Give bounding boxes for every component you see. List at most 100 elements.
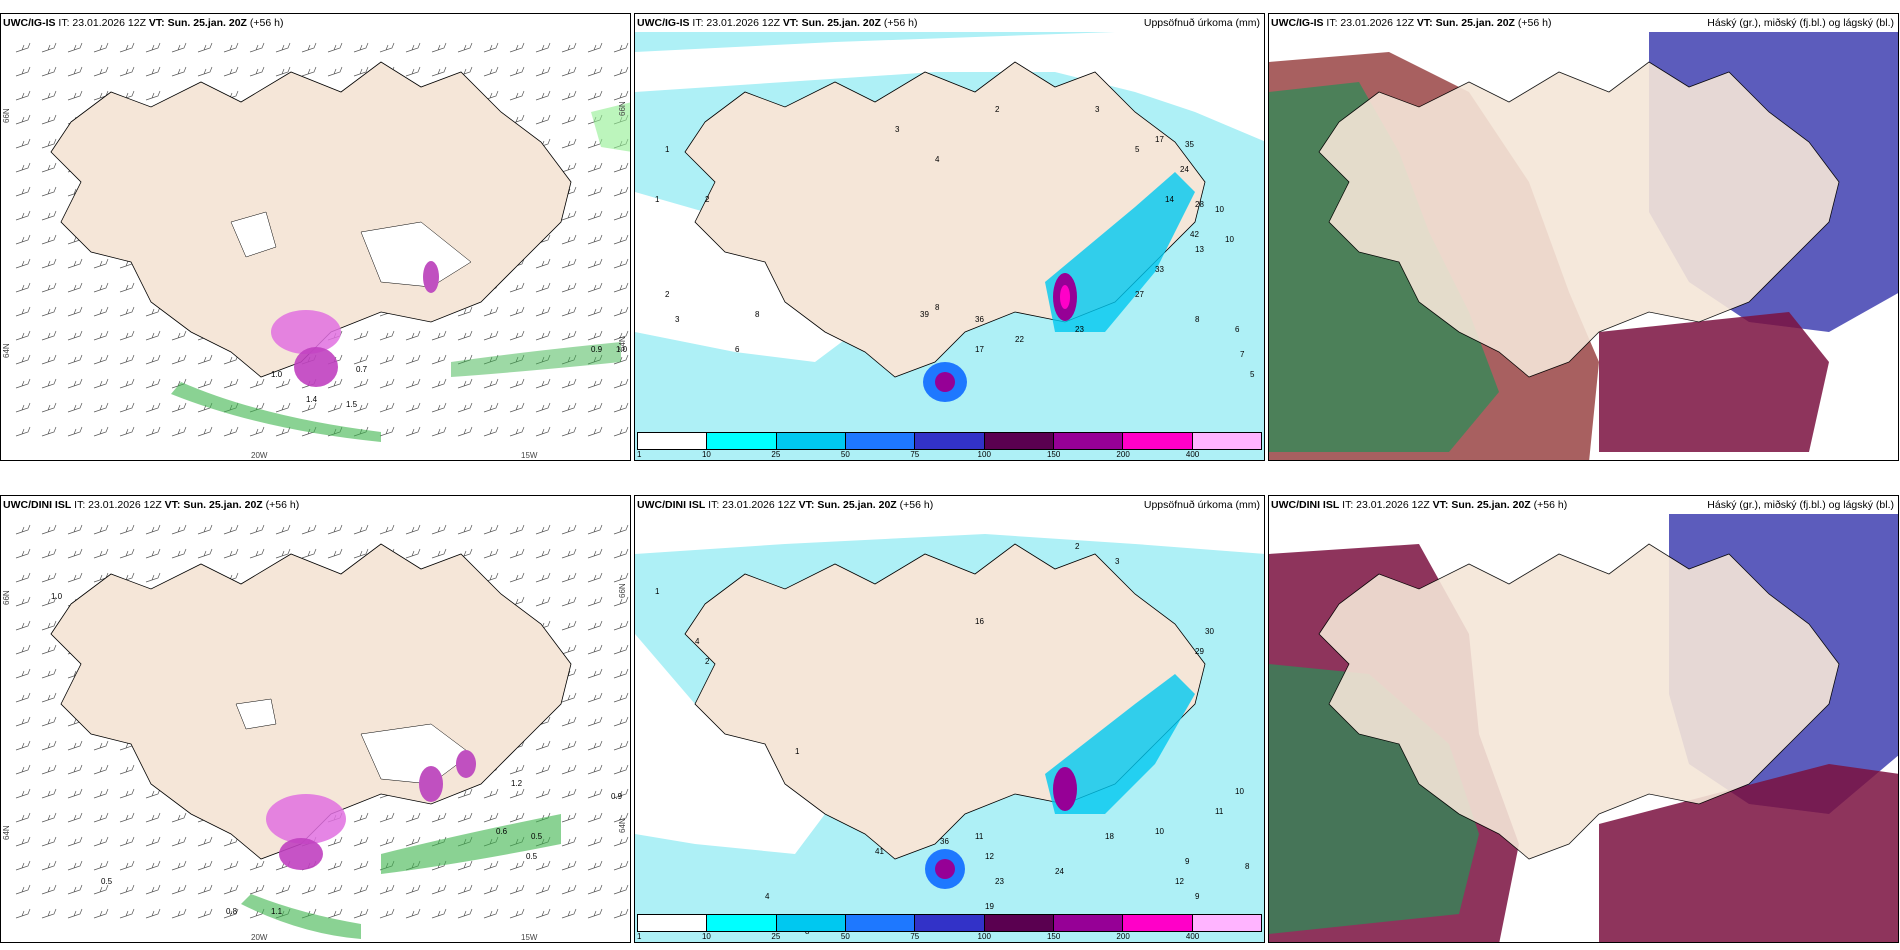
wind-barb	[41, 884, 57, 895]
wind-barb	[509, 572, 525, 583]
wind-barb	[41, 644, 57, 655]
wind-barb	[93, 812, 109, 823]
wind-barb	[15, 596, 31, 607]
wind-barb	[145, 426, 161, 437]
wind-barb	[15, 812, 31, 823]
wind-barb	[457, 306, 473, 317]
wind-barb	[561, 812, 577, 823]
wind-barb	[275, 402, 291, 413]
map-value-label: 33	[1155, 265, 1164, 274]
wind-barb	[171, 426, 187, 437]
map-subtitle: Háský (gr.), miðský (fj.bl.) og lágský (…	[1707, 17, 1894, 29]
wind-barb	[535, 908, 551, 919]
wind-barb	[171, 402, 187, 413]
wind-barb	[457, 402, 473, 413]
map-value-label: 0.5	[531, 832, 543, 841]
wind-barb	[535, 42, 551, 53]
wind-barb	[457, 330, 473, 341]
wind-barb	[613, 306, 629, 317]
colorbar-swatch	[915, 915, 985, 931]
wind-barb	[327, 908, 343, 919]
wind-barb	[509, 282, 525, 293]
map-value-label: 1.2	[511, 779, 523, 788]
wind-barb	[145, 354, 161, 365]
wind-barb	[67, 836, 83, 847]
map-value-label: 3	[675, 315, 680, 324]
map-value-label: 10	[1225, 235, 1234, 244]
wind-barb	[67, 90, 83, 101]
colorbar-swatch	[984, 915, 1054, 931]
wind-barb	[327, 548, 343, 559]
wind-barb	[587, 620, 603, 631]
panel-ice-bottom: UWC/DINI ISL IT: 23.01.2026 12Z VT: Sun.…	[0, 495, 631, 943]
wind-barb	[41, 426, 57, 437]
wind-barb	[275, 378, 291, 389]
wind-barb	[327, 860, 343, 871]
wind-barb	[561, 644, 577, 655]
wind-barb	[613, 716, 629, 727]
wind-barb	[67, 860, 83, 871]
wind-barb	[41, 548, 57, 559]
valid-time: VT: Sun. 25.jan. 20Z	[164, 499, 263, 511]
wind-barb	[483, 330, 499, 341]
lat-label: 64N	[618, 336, 627, 351]
wind-barb	[561, 596, 577, 607]
map-value-label: 9	[1195, 892, 1200, 901]
wind-barb	[15, 282, 31, 293]
init-time: IT: 23.01.2026 12Z	[1342, 499, 1430, 511]
wind-barb	[587, 258, 603, 269]
wind-barb	[509, 426, 525, 437]
panel-cloud-bottom: UWC/DINI ISL IT: 23.01.2026 12Z VT: Sun.…	[1268, 495, 1899, 943]
colorbar-swatch	[1053, 915, 1124, 931]
map-value-label: 24	[1180, 165, 1189, 174]
wind-barb	[41, 186, 57, 197]
wind-barb	[405, 378, 421, 389]
wind-barb	[15, 42, 31, 53]
wind-barb	[587, 210, 603, 221]
wind-barb	[457, 378, 473, 389]
wind-barb	[613, 234, 629, 245]
colorbar-ticks: 1 10 25 50 75 100 150 200 400	[637, 932, 1262, 942]
wind-barb	[431, 354, 447, 365]
wind-barb	[613, 258, 629, 269]
wind-barb	[587, 66, 603, 77]
lon-label: 20W	[251, 933, 268, 942]
colorbar-tick: 50	[840, 932, 850, 941]
wind-barb	[93, 764, 109, 775]
cloud-map	[1269, 32, 1898, 460]
wind-barb	[613, 282, 629, 293]
map-subtitle: Uppsöfnuð úrkoma (mm)	[1143, 17, 1260, 29]
map-value-label: 39	[920, 310, 929, 319]
map-value-label: 9	[1185, 857, 1190, 866]
wind-barb	[587, 306, 603, 317]
lead-time: (+56 h)	[1517, 17, 1552, 29]
map-value-label: 1.0	[271, 370, 283, 379]
map-value-label: 1	[795, 747, 800, 756]
wind-barb	[561, 90, 577, 101]
wind-barb	[561, 42, 577, 53]
wind-barb	[93, 354, 109, 365]
wind-barb	[41, 138, 57, 149]
wind-barb	[587, 426, 603, 437]
wind-barb	[587, 282, 603, 293]
wind-barb	[587, 908, 603, 919]
wind-barb	[171, 884, 187, 895]
wind-barb	[509, 524, 525, 535]
wind-barb	[613, 644, 629, 655]
wind-barb	[15, 186, 31, 197]
colorbar-swatch	[1123, 915, 1193, 931]
valid-time: VT: Sun. 25.jan. 20Z	[148, 17, 247, 29]
wind-barb	[431, 812, 447, 823]
wind-barb	[561, 860, 577, 871]
wind-barb	[15, 716, 31, 727]
wind-barb	[327, 884, 343, 895]
wind-barb	[15, 354, 31, 365]
wind-barb	[67, 764, 83, 775]
wind-barb	[15, 330, 31, 341]
wind-barb	[197, 524, 213, 535]
wind-barb	[561, 258, 577, 269]
wind-barb	[67, 66, 83, 77]
colorbar-tick: 10	[701, 932, 711, 941]
wind-barb	[41, 306, 57, 317]
wind-barb	[41, 836, 57, 847]
